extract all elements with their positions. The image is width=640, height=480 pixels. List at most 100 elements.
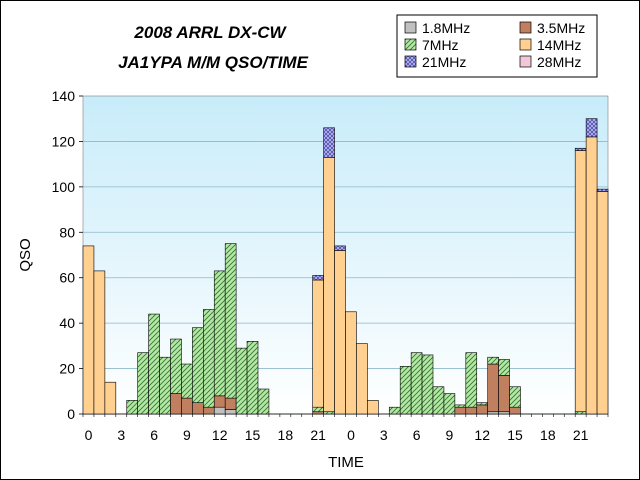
bar-segment xyxy=(203,309,215,408)
y-tick-label: 40 xyxy=(59,315,75,331)
x-tick-label: 15 xyxy=(245,427,261,443)
bar-segment xyxy=(334,250,346,415)
bar-segment xyxy=(465,406,478,415)
bar-segment xyxy=(487,363,499,413)
x-tick-label: 21 xyxy=(573,427,589,443)
bar-segment xyxy=(454,406,467,415)
legend-label: 1.8MHz xyxy=(422,20,470,36)
bar-segment xyxy=(192,327,204,403)
bar-segment xyxy=(443,393,456,415)
bar-segment xyxy=(509,386,521,408)
bar-segment xyxy=(246,341,259,415)
bar-segment xyxy=(585,118,598,138)
bar-segment xyxy=(388,406,401,415)
bar-segment xyxy=(498,359,510,376)
x-tick-label: 12 xyxy=(474,427,490,443)
y-tick-label: 20 xyxy=(59,361,75,377)
bar-segment xyxy=(454,404,467,408)
x-tick-label: 3 xyxy=(380,427,388,443)
bars-group xyxy=(82,118,609,415)
chart-subtitle: JA1YPA M/M QSO/TIME xyxy=(118,53,309,72)
bar-segment xyxy=(181,363,193,399)
bar-segment xyxy=(509,406,521,415)
legend-swatch xyxy=(519,38,532,51)
x-tick-labels: 0 3 6 9 12 15 18 21 0 3 6 9 12 15 18 21 xyxy=(85,427,589,443)
bar-segment xyxy=(224,397,237,410)
legend-label: 7MHz xyxy=(422,37,459,53)
x-axis-label: TIME xyxy=(328,454,364,471)
bar-segment xyxy=(126,400,138,415)
x-tick-label: 12 xyxy=(212,427,228,443)
bar-segment xyxy=(345,311,357,415)
bar-segment xyxy=(596,188,609,192)
x-tick-label: 15 xyxy=(507,427,523,443)
bar-segment xyxy=(148,313,160,415)
x-tick-label: 18 xyxy=(540,427,556,443)
bar-segment xyxy=(432,386,445,415)
x-tick-label: 9 xyxy=(183,427,191,443)
bar-segment xyxy=(312,275,324,281)
bar-segment xyxy=(399,365,412,415)
bar-segment xyxy=(312,279,324,408)
bar-segment xyxy=(213,270,226,397)
y-tick-label: 140 xyxy=(52,88,76,104)
x-tick-label: 3 xyxy=(117,427,125,443)
bar-segment xyxy=(213,406,226,415)
bar-segment xyxy=(465,352,478,408)
bar-segment xyxy=(203,406,215,415)
bar-segment xyxy=(235,347,248,415)
legend-swatch xyxy=(404,55,417,68)
bar-segment xyxy=(410,352,423,415)
bar-segment xyxy=(104,381,117,415)
legend-label: 28MHz xyxy=(537,54,581,70)
bar-segment xyxy=(585,136,598,415)
bar-segment xyxy=(574,411,587,415)
y-tick-label: 0 xyxy=(67,406,75,422)
y-tick-label: 100 xyxy=(52,179,76,195)
bar-segment xyxy=(323,411,335,415)
bar-segment xyxy=(312,406,324,413)
bar-segment xyxy=(596,191,609,415)
bar-segment xyxy=(574,147,587,151)
legend: 1.8MHz 3.5MHz 7MHz 14MHz 21MHz 28MHz xyxy=(396,14,598,78)
bar-segment xyxy=(498,375,510,413)
bar-segment xyxy=(224,409,237,415)
bar-segment xyxy=(159,356,171,415)
bar-segment xyxy=(487,356,499,365)
bar-segment xyxy=(323,157,335,413)
bar-segment xyxy=(170,393,182,415)
bar-segment xyxy=(257,388,270,415)
bar-segment xyxy=(487,411,499,415)
x-tick-label: 9 xyxy=(446,427,454,443)
legend-label: 21MHz xyxy=(422,54,466,70)
bar-segment xyxy=(574,150,587,413)
y-tick-label: 80 xyxy=(59,224,75,240)
legend-label: 14MHz xyxy=(537,37,581,53)
x-tick-label: 6 xyxy=(150,427,158,443)
bar-segment xyxy=(323,127,335,158)
x-tick-label: 18 xyxy=(278,427,294,443)
x-tick-label: 6 xyxy=(413,427,421,443)
bar-segment xyxy=(312,411,324,415)
bar-segment xyxy=(367,400,379,415)
bar-segment xyxy=(356,343,368,415)
legend-swatch xyxy=(404,21,417,34)
y-tick-label: 120 xyxy=(52,133,76,149)
x-tick-label: 0 xyxy=(347,427,355,443)
bar-segment xyxy=(181,397,193,415)
bar-segment xyxy=(224,243,237,399)
x-tick-label: 0 xyxy=(85,427,93,443)
bar-segment xyxy=(213,395,226,408)
bar-segment xyxy=(476,404,488,415)
bar-segment xyxy=(192,402,204,415)
bar-segment xyxy=(476,402,488,406)
bar-segment xyxy=(421,354,434,415)
legend-box xyxy=(396,14,598,78)
bar-segment xyxy=(334,245,346,251)
y-tick-labels: 0 20 40 60 80 100 120 140 xyxy=(52,88,76,422)
bar-segment xyxy=(93,270,106,415)
legend-swatch xyxy=(519,55,532,68)
legend-label: 3.5MHz xyxy=(537,20,585,36)
bar-segment xyxy=(137,352,149,415)
